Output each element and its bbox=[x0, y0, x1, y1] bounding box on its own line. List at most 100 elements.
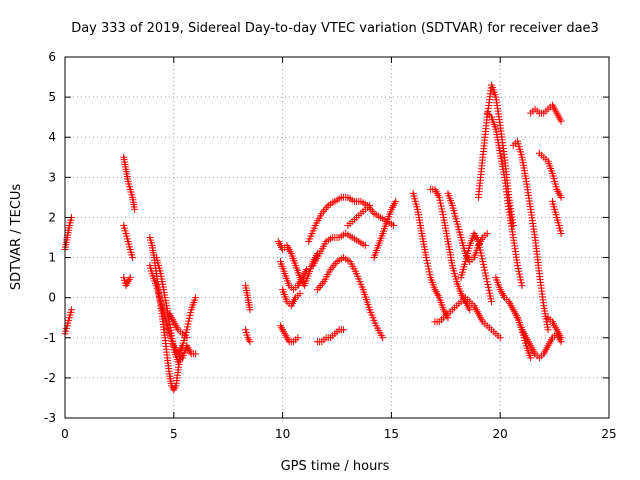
data-point bbox=[479, 258, 487, 266]
data-point bbox=[515, 270, 523, 278]
data-point bbox=[425, 268, 433, 276]
y-tick-label: 0 bbox=[48, 291, 56, 305]
data-point bbox=[183, 326, 191, 334]
data-point bbox=[424, 262, 432, 270]
data-point bbox=[183, 323, 191, 331]
data-point bbox=[192, 294, 200, 302]
data-point bbox=[480, 263, 488, 271]
series-seg05 bbox=[120, 274, 134, 290]
data-point bbox=[128, 254, 136, 262]
series-seg33 bbox=[535, 149, 565, 201]
series-seg11 bbox=[242, 326, 254, 346]
data-point bbox=[517, 276, 525, 284]
data-point bbox=[68, 306, 76, 314]
series-seg19 bbox=[313, 326, 348, 346]
data-point bbox=[435, 193, 443, 201]
data-point bbox=[184, 320, 192, 328]
y-tick-label: 6 bbox=[48, 50, 56, 64]
data-point bbox=[486, 289, 494, 297]
data-point bbox=[496, 334, 504, 342]
series-seg09 bbox=[165, 310, 191, 342]
data-point bbox=[426, 271, 434, 279]
data-point bbox=[390, 221, 398, 229]
series-seg25 bbox=[431, 294, 504, 342]
y-tick-label: -1 bbox=[44, 331, 56, 345]
series-seg29 bbox=[509, 137, 552, 334]
data-point bbox=[514, 264, 522, 272]
data-point bbox=[481, 266, 489, 274]
x-tick-label: 10 bbox=[275, 427, 290, 441]
data-point bbox=[557, 229, 565, 237]
series-seg20 bbox=[344, 201, 374, 229]
series-seg08 bbox=[152, 254, 200, 366]
data-point bbox=[474, 238, 482, 246]
plot-frame bbox=[64, 56, 610, 419]
series-seg34 bbox=[544, 314, 565, 342]
data-point bbox=[557, 117, 565, 125]
series-seg15 bbox=[279, 286, 304, 310]
series-seg13 bbox=[276, 258, 311, 294]
data-point bbox=[518, 282, 526, 290]
series-seg10 bbox=[242, 282, 254, 314]
x-tick-label: 20 bbox=[493, 427, 508, 441]
data-point bbox=[515, 267, 523, 275]
data-points bbox=[61, 81, 565, 394]
data-point bbox=[438, 205, 446, 213]
data-point bbox=[379, 334, 387, 342]
series-seg30 bbox=[492, 274, 535, 362]
data-point bbox=[425, 265, 433, 273]
chart-title: Day 333 of 2019, Sidereal Day-to-day VTE… bbox=[71, 21, 599, 36]
data-point bbox=[484, 283, 492, 291]
y-tick-label: -3 bbox=[44, 411, 56, 425]
data-point bbox=[475, 240, 483, 248]
y-tick-label: -2 bbox=[44, 371, 56, 385]
y-tick-label: 2 bbox=[48, 210, 56, 224]
x-tick-label: 15 bbox=[384, 427, 399, 441]
data-point bbox=[476, 246, 484, 254]
data-point bbox=[483, 275, 491, 283]
data-point bbox=[131, 205, 139, 213]
series-seg32 bbox=[527, 101, 565, 125]
data-point bbox=[186, 311, 194, 319]
y-tick-label: 5 bbox=[48, 90, 56, 104]
data-point bbox=[483, 229, 491, 237]
data-point bbox=[557, 334, 565, 342]
series-seg03 bbox=[120, 153, 139, 213]
series-seg26 bbox=[457, 229, 495, 306]
series-seg35 bbox=[548, 197, 565, 237]
data-point bbox=[478, 252, 486, 260]
data-point bbox=[246, 338, 254, 346]
data-point bbox=[487, 298, 495, 306]
data-point bbox=[422, 254, 430, 262]
x-tick-label: 25 bbox=[601, 427, 616, 441]
data-point bbox=[487, 295, 495, 303]
data-point bbox=[516, 273, 524, 281]
x-axis-label: GPS time / hours bbox=[281, 459, 390, 474]
data-point bbox=[423, 256, 431, 264]
data-point bbox=[479, 260, 487, 268]
data-point bbox=[466, 306, 474, 314]
data-point bbox=[517, 279, 525, 287]
series-seg01 bbox=[61, 213, 76, 254]
series-seg28 bbox=[483, 109, 526, 290]
data-point bbox=[185, 314, 193, 322]
grid-lines bbox=[65, 57, 609, 418]
data-point bbox=[437, 199, 445, 207]
series-seg23 bbox=[427, 185, 474, 314]
data-point bbox=[392, 197, 400, 205]
data-point bbox=[481, 269, 489, 277]
y-axis-label: SDTVAR / TECUs bbox=[9, 184, 24, 291]
data-point bbox=[439, 211, 447, 219]
data-point bbox=[436, 196, 444, 204]
y-tick-label: 1 bbox=[48, 251, 56, 265]
data-point bbox=[477, 249, 485, 257]
data-point bbox=[361, 242, 369, 250]
data-point bbox=[296, 290, 304, 298]
data-point bbox=[557, 193, 565, 201]
x-tick-label: 0 bbox=[61, 427, 69, 441]
y-tick-label: 4 bbox=[48, 130, 56, 144]
data-point bbox=[478, 255, 486, 263]
data-point bbox=[303, 266, 311, 274]
